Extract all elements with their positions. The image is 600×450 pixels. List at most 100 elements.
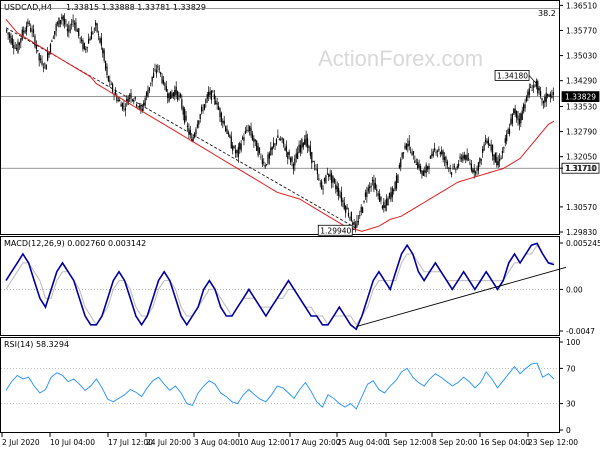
candle-body bbox=[65, 24, 67, 26]
candle-body bbox=[268, 153, 271, 159]
candle-body bbox=[251, 133, 254, 141]
candle-body bbox=[151, 76, 153, 82]
candle-body bbox=[104, 61, 107, 69]
time-tick-label: 24 Jul 20:00 bbox=[146, 438, 191, 447]
candle-body bbox=[261, 159, 263, 164]
macd-tick-label: -0.0047 bbox=[566, 327, 595, 336]
candle-body bbox=[42, 67, 45, 69]
macd-lines bbox=[1, 242, 567, 331]
candle-body bbox=[48, 52, 50, 55]
candle-body bbox=[339, 195, 341, 197]
candle-body bbox=[472, 169, 474, 173]
candle-body bbox=[179, 94, 182, 98]
candle-body bbox=[456, 166, 458, 169]
candle-body bbox=[386, 198, 388, 206]
candle-body bbox=[233, 146, 235, 148]
candle-body bbox=[24, 30, 26, 34]
candle-body bbox=[136, 104, 138, 107]
rsi-axis: 100 70 30 0 bbox=[559, 338, 581, 435]
candle-body bbox=[387, 197, 389, 206]
candle-body bbox=[323, 177, 326, 182]
candle-body bbox=[335, 184, 337, 190]
candle-body bbox=[76, 30, 78, 32]
candle-body bbox=[445, 156, 447, 163]
candle-body bbox=[534, 84, 536, 86]
candle-body bbox=[227, 132, 230, 135]
candle-body bbox=[177, 91, 179, 100]
candle-body bbox=[246, 129, 248, 131]
candle-body bbox=[34, 35, 36, 47]
candle-body bbox=[298, 144, 300, 153]
candle-body bbox=[66, 28, 69, 32]
candle-body bbox=[367, 187, 369, 192]
candle-body bbox=[435, 151, 437, 153]
candle-body bbox=[237, 147, 239, 157]
candle-body bbox=[499, 158, 501, 162]
price-tick-label: 1.35770 bbox=[566, 26, 597, 35]
candle-body bbox=[6, 29, 8, 32]
candle-body bbox=[155, 70, 158, 74]
candle-body bbox=[258, 147, 261, 153]
candle-body bbox=[117, 100, 119, 102]
candle-body bbox=[133, 101, 135, 102]
macd-title: MACD(12,26,9) 0.002760 0.003142 bbox=[4, 239, 146, 248]
candle-body bbox=[308, 146, 310, 148]
candle-body bbox=[185, 115, 187, 121]
candle-body bbox=[417, 161, 419, 169]
candle-body bbox=[473, 168, 475, 173]
candle-body bbox=[289, 157, 292, 163]
candle-body bbox=[212, 91, 214, 93]
candle-body bbox=[301, 139, 303, 149]
candle-body bbox=[184, 108, 186, 123]
candle-body bbox=[222, 120, 224, 123]
candle-body bbox=[13, 44, 15, 49]
candle-body bbox=[169, 91, 172, 100]
candle-body bbox=[134, 96, 136, 99]
candle-body bbox=[243, 137, 245, 142]
candle-body bbox=[174, 89, 176, 97]
candle-body bbox=[49, 44, 52, 53]
candle-body bbox=[363, 200, 365, 203]
candle-body bbox=[38, 53, 40, 61]
candle-body bbox=[527, 91, 529, 98]
candle-body bbox=[55, 24, 57, 31]
candle-body bbox=[366, 191, 368, 198]
candle-body bbox=[171, 93, 173, 98]
candle-body bbox=[538, 87, 540, 91]
macd-axis: 0.005245 0.00 -0.0047 bbox=[559, 239, 600, 336]
candle-body bbox=[411, 152, 413, 156]
candle-body bbox=[30, 28, 32, 32]
candle-body bbox=[380, 196, 382, 201]
candle-body bbox=[466, 154, 468, 161]
candle-body bbox=[20, 38, 22, 43]
price-tick-label: 1.35030 bbox=[566, 52, 597, 61]
candle-body bbox=[524, 104, 526, 109]
candle-body bbox=[315, 168, 317, 170]
candle-body bbox=[280, 139, 282, 141]
candle-body bbox=[267, 154, 269, 164]
candle-body bbox=[525, 97, 528, 102]
candle-body bbox=[239, 142, 241, 150]
candle-body bbox=[168, 92, 170, 102]
candle-body bbox=[330, 173, 333, 183]
candle-body bbox=[92, 33, 94, 34]
candle-body bbox=[428, 165, 430, 170]
candle-body bbox=[150, 82, 152, 84]
candle-body bbox=[97, 34, 100, 36]
time-tick-label: 3 Aug 04:00 bbox=[194, 438, 240, 447]
candle-body bbox=[124, 108, 126, 111]
candle-body bbox=[137, 106, 139, 108]
candle-body bbox=[494, 152, 496, 163]
candle-body bbox=[82, 40, 84, 50]
candle-body bbox=[75, 22, 77, 31]
candle-body bbox=[199, 114, 201, 120]
candle-body bbox=[56, 22, 59, 25]
level-badge-label: 1.33829 bbox=[565, 93, 596, 102]
candle-body bbox=[138, 105, 141, 108]
candle-body bbox=[116, 95, 118, 102]
candle-body bbox=[95, 22, 97, 26]
candle-body bbox=[544, 97, 546, 103]
candle-body bbox=[398, 165, 400, 168]
